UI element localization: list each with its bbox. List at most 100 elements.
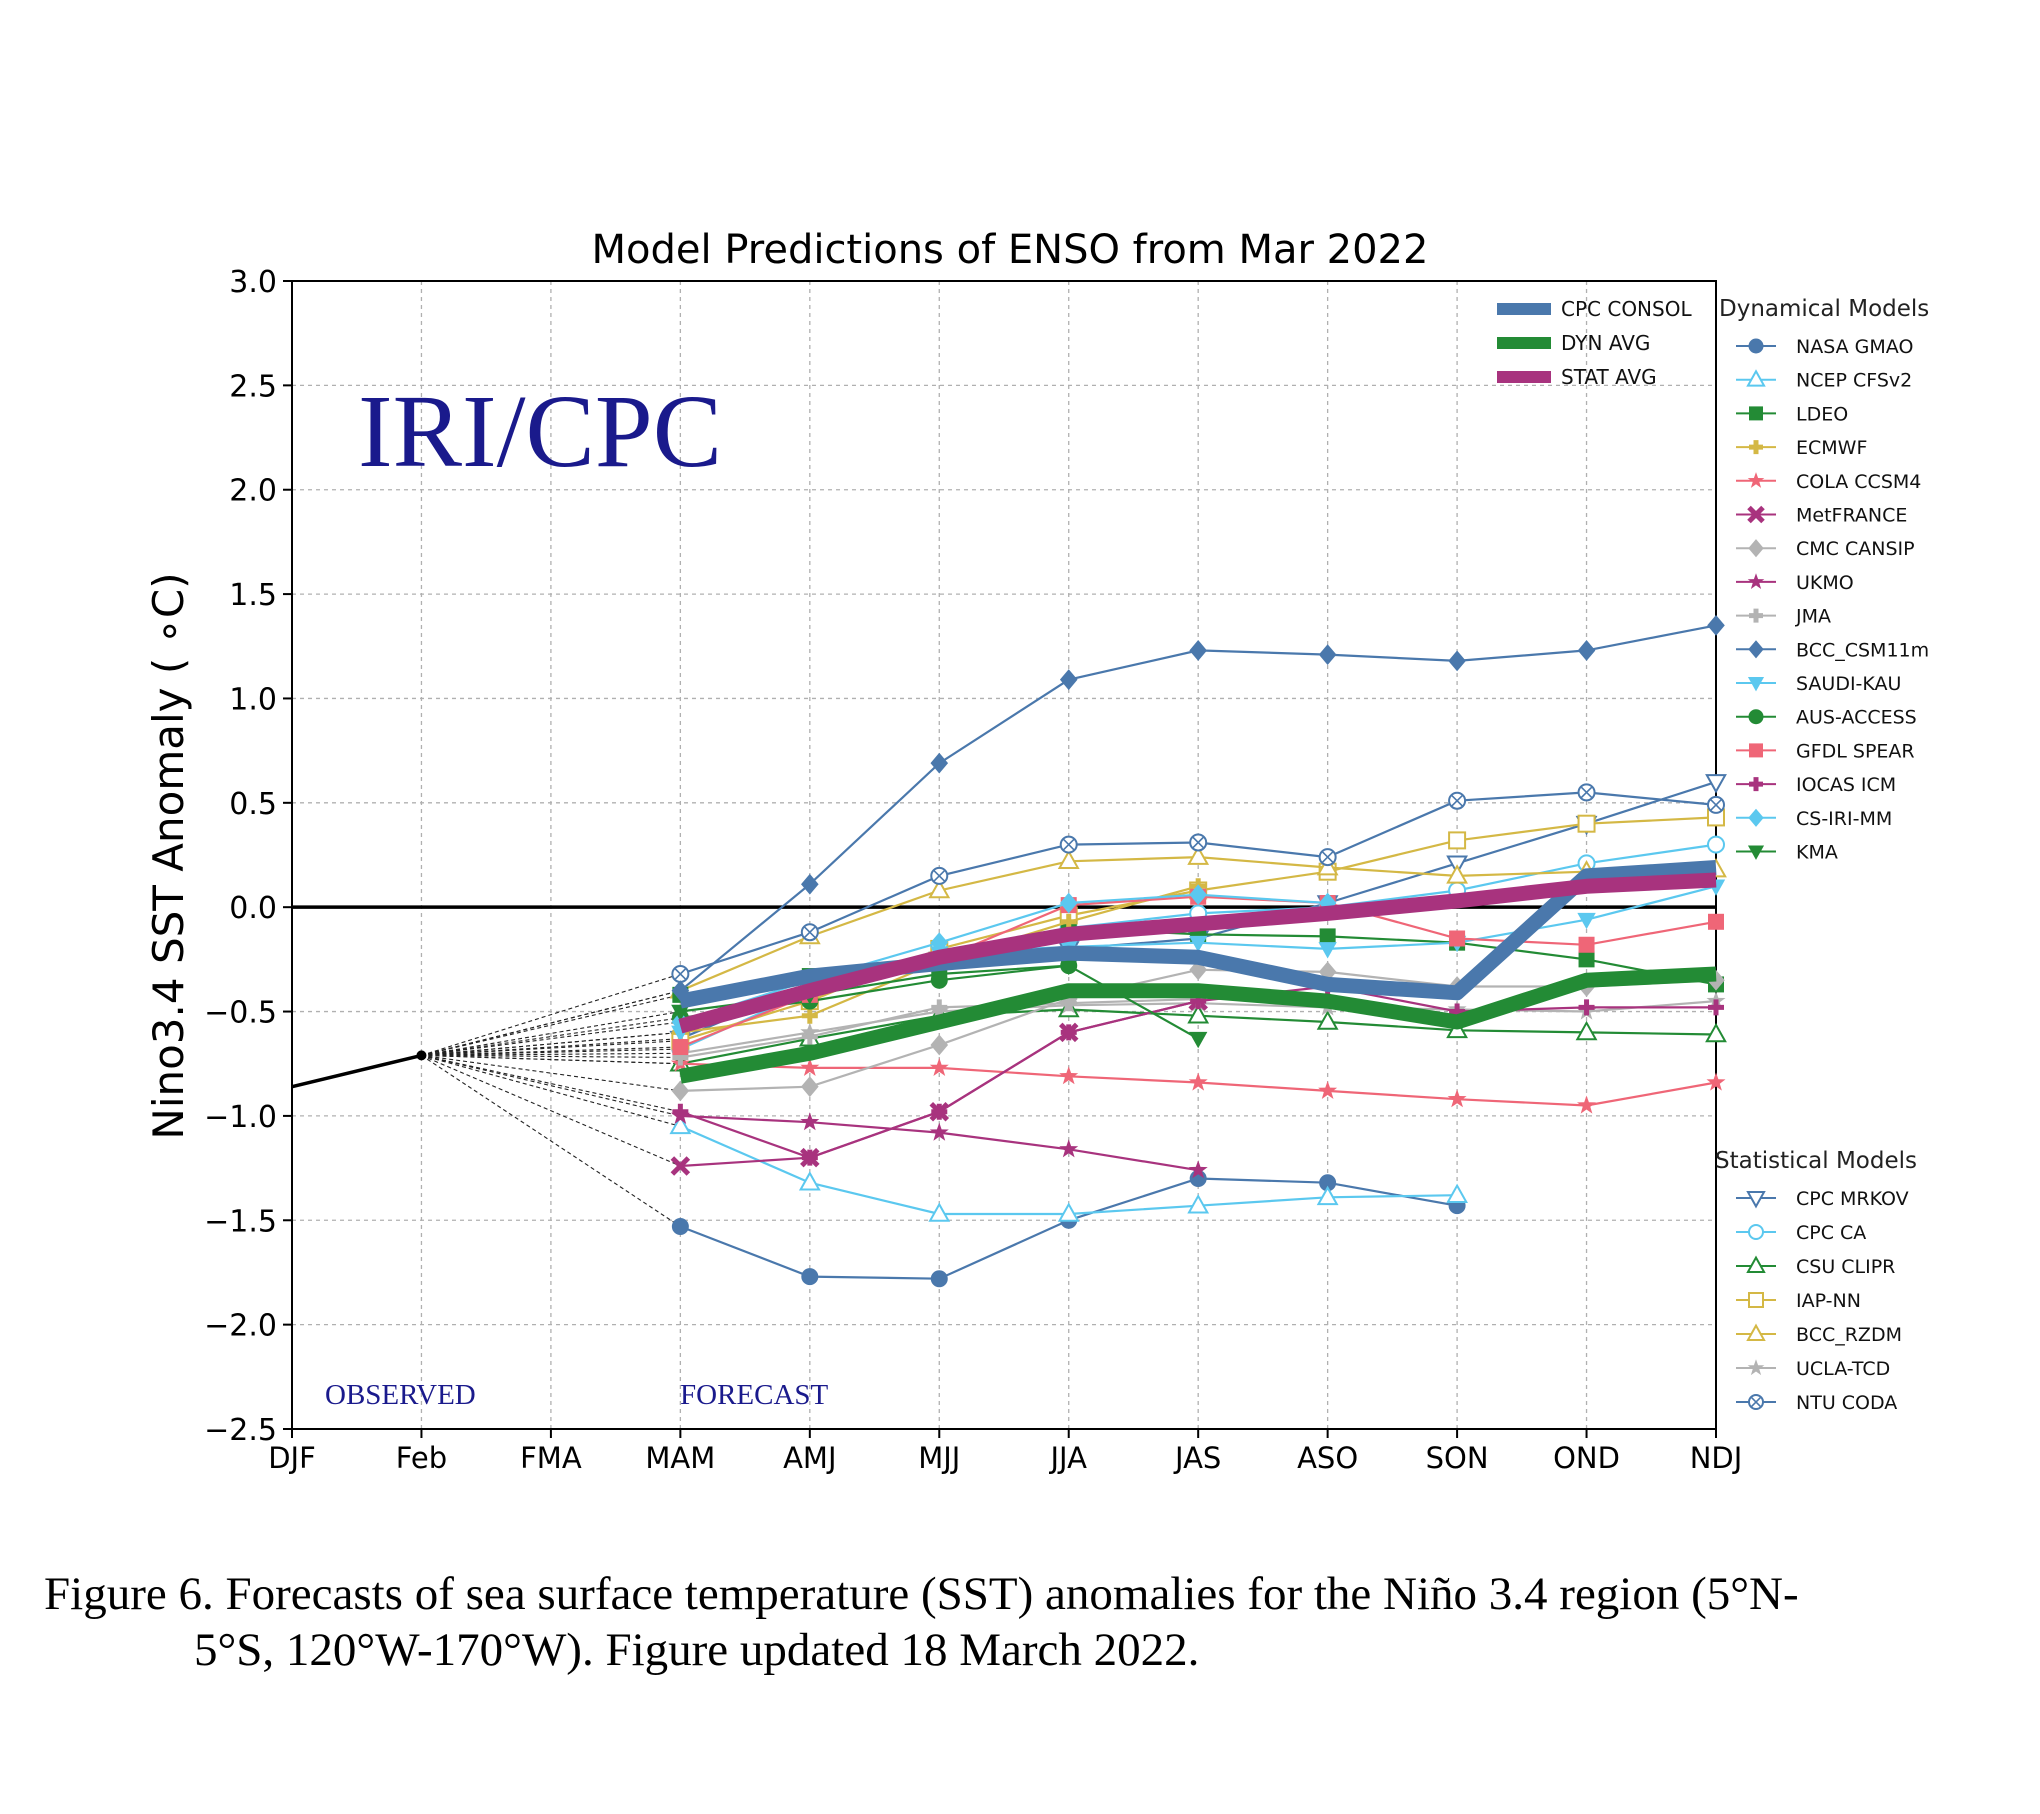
legend-label-jma: JMA [1795,606,1831,628]
point-bcc-rzdm [1316,855,1339,876]
point-ntu-coda [1707,795,1725,814]
plume-line-bcc-rzdm [421,990,681,1056]
point-ntu-coda [930,866,949,885]
point-ntu-coda [1189,833,1208,852]
legend-label-cpc-mrkov: CPC MRKOV [1796,1188,1909,1210]
y-tick-label: −2.5 [204,1413,277,1448]
point-saudi-kau [1577,912,1596,930]
y-tick-label: −1.0 [204,1100,277,1135]
x-tick-label: Feb [396,1441,447,1475]
legend-marker-iocas-icm [1749,777,1763,792]
series-ncep-cfsv2 [669,1114,1468,1222]
axes: 3.0 2.5 2.0 1.5 1.0 0.5 0.0 −0.5 −1.0 −1.5 −2.0 −2.… [204,265,1742,1475]
point-ecmwf [801,1007,818,1024]
x-tick-label: MAM [645,1441,715,1475]
legend-label-bcc-csm11m: BCC_CSM11m [1796,639,1929,661]
legend-label-cola-ccsm4: COLA CCSM4 [1796,471,1921,493]
caption-line-2: 5°S, 120°W-170°W). Figure updated 18 Mar… [194,1624,1200,1676]
legend-label-kma: KMA [1796,842,1838,864]
point-iap-nn [1577,814,1596,833]
legend-averages: CPC CONSOL DYN AVG STAT AVG [1497,297,1692,389]
legend-label-dyn-avg: DYN AVG [1561,331,1650,355]
point-csu-clipr [1705,1022,1727,1043]
point-ldeo [1319,928,1336,945]
legend-label-gfdl-spear: GFDL SPEAR [1796,740,1915,762]
legend-label-iap-nn: IAP-NN [1796,1290,1861,1312]
legend-marker-gfdl-spear [1749,743,1763,758]
point-cola-ccsm4 [1577,1095,1597,1114]
observed-label: OBSERVED [325,1379,476,1411]
plume-line-ukmo [421,1054,681,1117]
point-ncep-cfsv2 [1057,1202,1080,1222]
x-tick-label: SON [1426,1441,1489,1475]
legend-label-aus-access: AUS-ACCESS [1796,707,1917,729]
x-tick-label: AMJ [783,1441,836,1475]
legend-marker-ncep-cfsv2 [1746,369,1766,387]
point-csu-clipr [1187,1004,1210,1024]
x-tick-label: OND [1553,1441,1620,1475]
point-bcc-rzdm [1187,845,1210,865]
legend-label-ldeo: LDEO [1796,403,1848,425]
point-csu-clipr [1316,1010,1339,1030]
legend-marker-ntu-coda [1748,1394,1764,1410]
x-tick-label: DJF [268,1441,316,1475]
enso-plume-chart: Model Predictions of ENSO from Mar 2022 … [144,227,1929,1475]
x-tick-label: FMA [520,1441,582,1475]
plume-line-aus-access [421,1017,681,1056]
legend-label-ukmo: UKMO [1796,572,1854,594]
legend-marker-metfrance [1747,505,1765,524]
point-bcc-csm11m [801,873,819,895]
point-bcc-csm11m [1189,640,1207,661]
series-bcc-csm11m [671,615,1725,1002]
point-ncep-cfsv2 [669,1114,692,1135]
legend-label-metfrance: MetFRANCE [1796,505,1907,527]
legend-label-cpc-ca: CPC CA [1796,1222,1866,1244]
y-tick-label: −0.5 [204,996,277,1031]
legend-label-saudi-kau: SAUDI-KAU [1796,673,1901,695]
y-tick-label: −1.5 [204,1204,277,1239]
point-ncep-cfsv2 [798,1171,821,1191]
point-csu-clipr [1575,1020,1598,1041]
point-cs-iri-mm [1059,892,1078,914]
point-cola-ccsm4 [1188,1072,1208,1091]
y-tick-label: 2.5 [229,369,277,404]
point-saudi-kau [1188,935,1208,953]
average-series [678,860,1717,1084]
legend-marker-cmc-cansip [1748,539,1764,558]
avg-line-dyn-avg [679,966,1717,1084]
x-tick-label: MJJ [918,1441,960,1475]
point-kma [1059,958,1078,976]
plume-line-cmc-cansip [421,1054,681,1092]
legend-statistical-title: Statistical Models [1715,1148,1917,1174]
point-bcc-csm11m [930,752,949,774]
point-iocas-icm [1708,999,1724,1016]
legend-marker-bcc-rzdm [1746,1323,1766,1341]
legend-marker-aus-access [1748,709,1764,725]
point-cola-ccsm4 [929,1057,949,1076]
point-gfdl-spear [1449,930,1466,947]
legend-label-ncep-cfsv2: NCEP CFSv2 [1796,370,1912,392]
legend-statistical-models: Statistical Models CPC MRKOV CPC CA CSU CL… [1715,1148,1917,1414]
point-iocas-icm [1578,999,1595,1016]
forecast-label: FORECAST [680,1379,829,1411]
plume-line-kma [421,1011,681,1056]
point-ukmo [1188,1160,1208,1179]
point-bcc-rzdm [1057,849,1080,870]
point-gfdl-spear [672,1039,689,1056]
point-metfrance [670,1156,691,1176]
plume-line-ldeo [421,994,681,1056]
point-kma [1188,1031,1208,1049]
point-ntu-coda [1059,835,1078,854]
legend-label-csu-clipr: CSU CLIPR [1796,1256,1895,1278]
plume-line-iocas-icm [421,1054,681,1113]
point-cpc-ca [1707,835,1725,854]
y-tick-label: 0.0 [229,891,277,926]
point-iap-nn [1448,831,1467,850]
legend-label-stat-avg: STAT AVG [1561,365,1657,389]
point-bcc-csm11m [1448,650,1466,672]
plume-line-jma [421,1054,681,1059]
point-cola-ccsm4 [800,1057,820,1076]
legend-marker-ldeo [1749,406,1763,421]
point-ncep-cfsv2 [1446,1183,1468,1204]
point-iocas-icm [931,1103,948,1120]
